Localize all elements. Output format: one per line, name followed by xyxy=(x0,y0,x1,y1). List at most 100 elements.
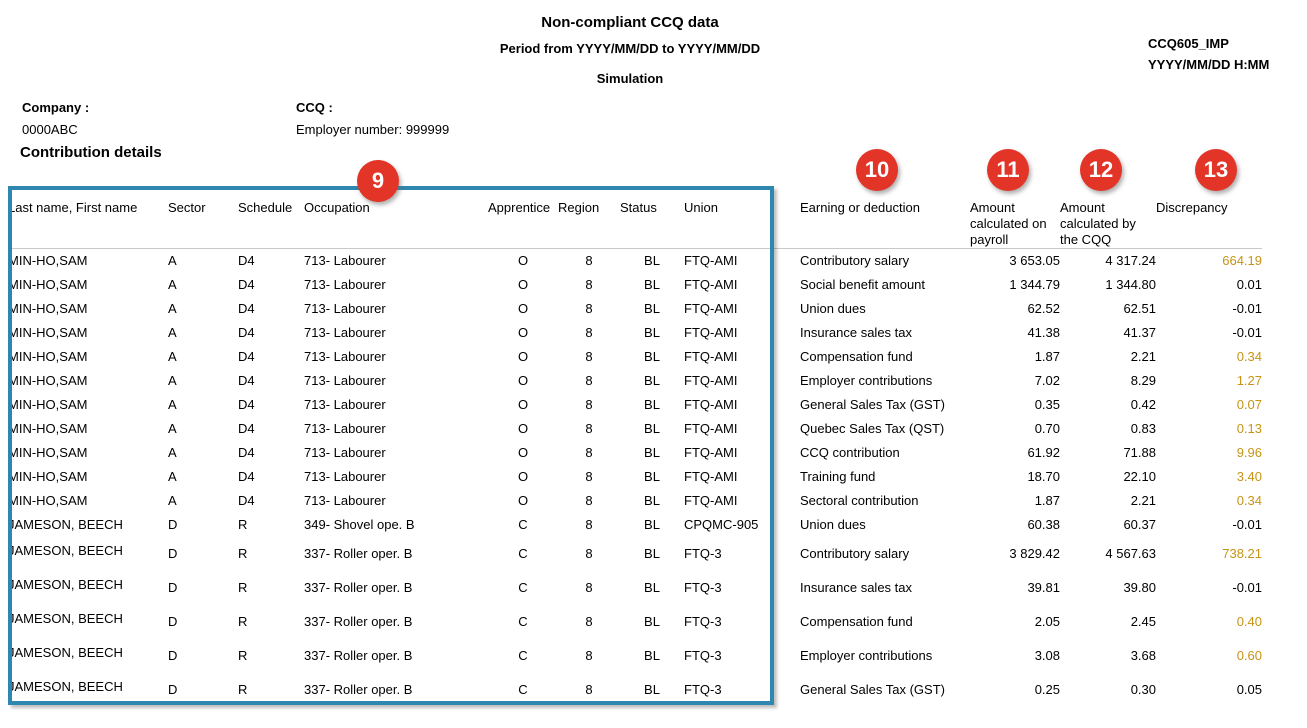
table-row: MIN-HO,SAM A D4 713- Labourer O 8 BL FTQ-AMI Que… xyxy=(8,417,1262,441)
cell-apprentice: O xyxy=(517,397,529,412)
cell-cqq: 62.51 xyxy=(1123,301,1156,316)
cell-sector: A xyxy=(168,469,177,484)
cell-sector: D xyxy=(168,546,178,561)
cell-union: FTQ-3 xyxy=(684,614,722,629)
cell-cqq: 0.83 xyxy=(1130,421,1156,436)
employer-number: Employer number: 999999 xyxy=(296,122,450,137)
cell-apprentice: O xyxy=(517,301,529,316)
cell-payroll: 1.87 xyxy=(1034,349,1060,364)
cell-cqq: 0.42 xyxy=(1130,397,1156,412)
cell-earning: Employer contributions xyxy=(800,373,933,388)
table-row: JAMESON, BEECH D R 337- Roller oper. B C 8 BL F… xyxy=(8,639,1262,673)
cell-schedule: D4 xyxy=(238,349,255,364)
cell-status: BL xyxy=(644,421,660,436)
cell-name: MIN-HO,SAM xyxy=(8,421,88,436)
cell-region: 8 xyxy=(585,253,593,269)
table-row: MIN-HO,SAM A D4 713- Labourer O 8 BL FTQ-AMI Soc… xyxy=(8,273,1262,297)
table-row: JAMESON, BEECH D R 337- Roller oper. B C 8 BL F… xyxy=(8,605,1262,639)
page-title: Non-compliant CCQ data xyxy=(541,14,719,31)
table-row: MIN-HO,SAM A D4 713- Labourer O 8 BL FTQ-AMI Gen… xyxy=(8,393,1262,417)
cell-status: BL xyxy=(644,397,660,412)
cell-earning: Compensation fund xyxy=(800,349,913,364)
cell-spacer xyxy=(774,345,800,369)
cell-apprentice: O xyxy=(517,253,529,269)
cell-status: BL xyxy=(644,580,660,595)
cell-schedule: D4 xyxy=(238,301,255,316)
cell-status: BL xyxy=(644,493,660,508)
cell-occupation: 713- Labourer xyxy=(304,421,386,436)
cell-payroll: 2.05 xyxy=(1034,614,1060,629)
cell-sector: D xyxy=(168,580,178,595)
cell-union: FTQ-AMI xyxy=(684,301,738,316)
cell-sector: A xyxy=(168,397,177,412)
cell-name: MIN-HO,SAM xyxy=(8,253,88,269)
cell-discrepancy: 0.60 xyxy=(1236,648,1262,663)
col-header-union: Union xyxy=(684,190,774,249)
cell-region: 8 xyxy=(585,373,593,388)
cell-region: 8 xyxy=(585,301,593,316)
cell-status: BL xyxy=(644,277,660,292)
cell-cqq: 22.10 xyxy=(1123,469,1156,484)
cell-cqq: 8.29 xyxy=(1130,373,1156,388)
cell-earning: Social benefit amount xyxy=(800,277,926,292)
cell-union: FTQ-AMI xyxy=(684,397,738,412)
cell-union: FTQ-3 xyxy=(684,546,722,561)
cell-schedule: R xyxy=(238,580,248,595)
cell-region: 8 xyxy=(585,349,593,364)
cell-occupation: 337- Roller oper. B xyxy=(304,648,413,663)
cell-union: FTQ-AMI xyxy=(684,469,738,484)
cell-apprentice: O xyxy=(517,349,529,364)
cell-payroll: 3 829.42 xyxy=(1009,546,1060,561)
cell-region: 8 xyxy=(585,277,593,292)
ccq-label: CCQ : xyxy=(296,100,333,115)
cell-spacer xyxy=(774,369,800,393)
cell-region: 8 xyxy=(585,648,593,663)
cell-occupation: 337- Roller oper. B xyxy=(304,580,413,595)
company-label: Company : xyxy=(22,100,90,115)
cell-occupation: 337- Roller oper. B xyxy=(304,614,413,629)
cell-apprentice: O xyxy=(517,373,529,388)
cell-sector: D xyxy=(168,682,178,697)
cell-occupation: 337- Roller oper. B xyxy=(304,682,413,697)
cell-region: 8 xyxy=(585,517,593,532)
cell-apprentice: O xyxy=(517,421,529,436)
cell-name: JAMESON, BEECH xyxy=(8,576,123,592)
cell-schedule: D4 xyxy=(238,373,255,388)
cell-region: 8 xyxy=(585,325,593,340)
cell-region: 8 xyxy=(585,546,593,561)
cell-schedule: D4 xyxy=(238,421,255,436)
cell-cqq: 2.21 xyxy=(1130,349,1156,364)
table-row: MIN-HO,SAM A D4 713- Labourer O 8 BL FTQ-AMI CCQ… xyxy=(8,441,1262,465)
cell-sector: A xyxy=(168,421,177,436)
cell-sector: A xyxy=(168,445,177,460)
cell-cqq: 60.37 xyxy=(1123,517,1156,532)
cell-union: FTQ-AMI xyxy=(684,421,738,436)
cell-discrepancy: 738.21 xyxy=(1222,546,1262,561)
cell-apprentice: C xyxy=(518,580,528,595)
cell-spacer xyxy=(774,417,800,441)
cell-name: JAMESON, BEECH xyxy=(8,610,123,626)
cell-payroll: 0.35 xyxy=(1034,397,1060,412)
section-title: Contribution details xyxy=(20,144,162,161)
cell-union: CPQMC-905 xyxy=(684,517,759,532)
cell-schedule: D4 xyxy=(238,469,255,484)
cell-payroll: 39.81 xyxy=(1027,580,1060,595)
cell-occupation: 713- Labourer xyxy=(304,397,386,412)
company-value: 0000ABC xyxy=(22,122,78,137)
cell-sector: A xyxy=(168,373,177,388)
col-header-amount-payroll: Amount calculated on payroll xyxy=(970,190,1060,249)
cell-status: BL xyxy=(644,517,660,532)
cell-occupation: 337- Roller oper. B xyxy=(304,546,413,561)
cell-apprentice: O xyxy=(517,325,529,340)
cell-apprentice: C xyxy=(518,648,528,663)
cell-spacer xyxy=(774,571,800,605)
cell-schedule: D4 xyxy=(238,325,255,340)
cell-status: BL xyxy=(644,614,660,629)
cell-payroll: 18.70 xyxy=(1027,469,1060,484)
cell-union: FTQ-AMI xyxy=(684,325,738,340)
cell-schedule: D4 xyxy=(238,397,255,412)
cell-region: 8 xyxy=(585,421,593,436)
cell-schedule: R xyxy=(238,682,248,697)
table-header: Last name, First name Sector Schedule Oc… xyxy=(8,190,1262,249)
cell-sector: A xyxy=(168,349,177,364)
